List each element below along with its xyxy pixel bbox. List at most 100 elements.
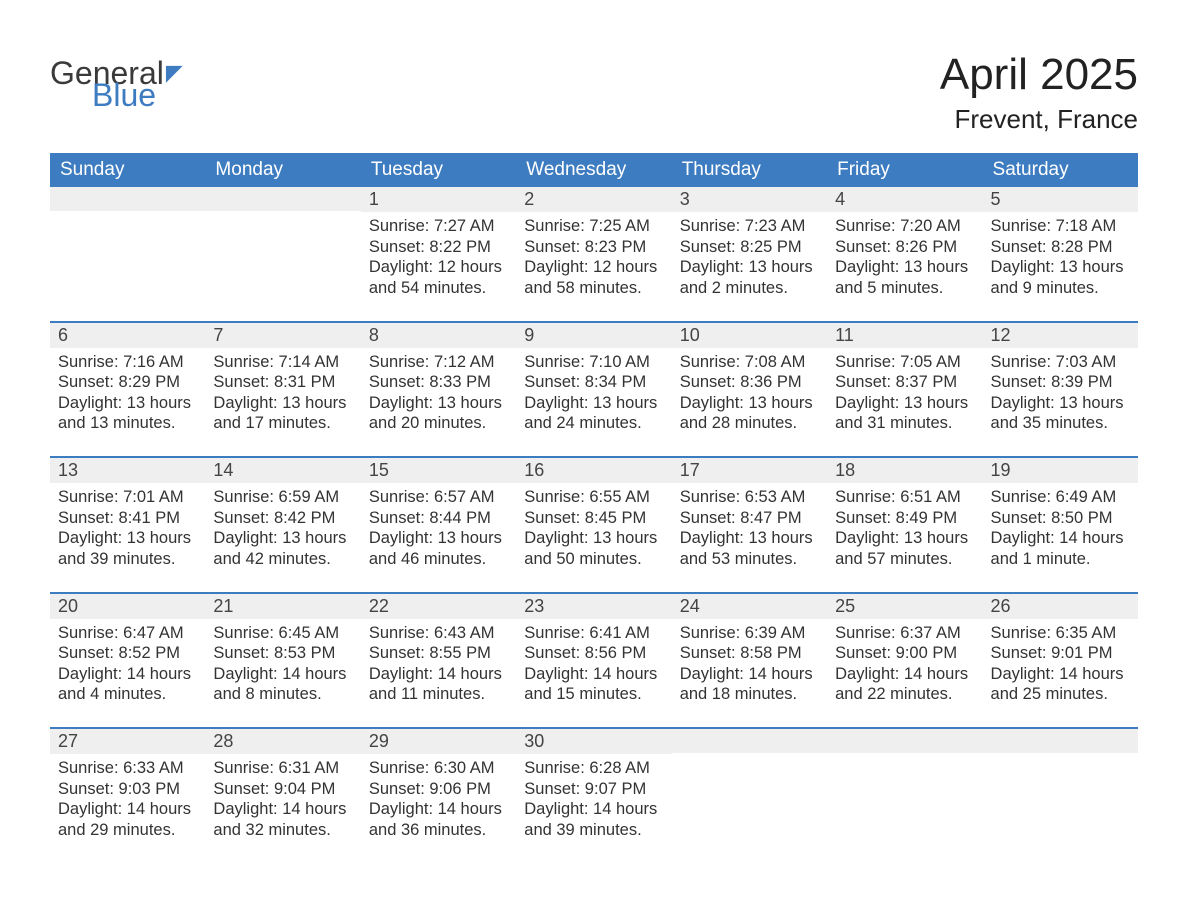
calendar-week-row: 6 Sunrise: 7:16 AMSunset: 8:29 PM Daylight… (50, 322, 1138, 458)
day-details: Sunrise: 7:14 AMSunset: 8:31 PMDaylight:… (205, 348, 360, 457)
sunset-text: Sunset: 8:36 PM (680, 372, 819, 393)
sunset-text: Sunset: 8:39 PM (991, 372, 1130, 393)
sunrise-text: Sunrise: 6:35 AM (991, 623, 1130, 644)
sunrise-text: Sunrise: 6:49 AM (991, 487, 1130, 508)
calendar-day-cell: 8Sunrise: 7:12 AMSunset: 8:33 PMDaylight… (361, 322, 516, 458)
day-number: 23 (516, 594, 671, 619)
sunset-text: Sunset: 9:00 PM (835, 643, 974, 664)
day-number (50, 187, 205, 211)
sunset-text: Sunset: 8:29 PM (58, 372, 197, 393)
sunset-text: Sunset: 8:28 PM (991, 237, 1130, 258)
sunrise-text: Sunrise: 7:14 AM (213, 352, 352, 373)
day-number: 6 (50, 323, 205, 348)
title-block: April 2025 Frevent, France (940, 40, 1138, 141)
calendar-day-cell: 6Sunrise: 7:16 AMSunset: 8:29 PMDaylight… (50, 322, 205, 458)
sunrise-text: Sunrise: 7:25 AM (524, 216, 663, 237)
weekday-header: Sunday (50, 153, 205, 187)
sunset-text: Sunset: 8:26 PM (835, 237, 974, 258)
sunrise-text: Sunrise: 6:41 AM (524, 623, 663, 644)
sunset-text: Sunset: 9:03 PM (58, 779, 197, 800)
sunset-text: Sunset: 8:25 PM (680, 237, 819, 258)
sunrise-text: Sunrise: 6:33 AM (58, 758, 197, 779)
calendar-day-cell: 24Sunrise: 6:39 AMSunset: 8:58 PMDayligh… (672, 593, 827, 729)
day-details: Sunrise: 6:43 AMSunset: 8:55 PMDaylight:… (361, 619, 516, 728)
day-details (827, 753, 982, 853)
daylight-text: Daylight: 13 hours and 5 minutes. (835, 257, 974, 298)
sunset-text: Sunset: 8:42 PM (213, 508, 352, 529)
sunset-text: Sunset: 8:55 PM (369, 643, 508, 664)
sunset-text: Sunset: 8:50 PM (991, 508, 1130, 529)
sunrise-text: Sunrise: 6:45 AM (213, 623, 352, 644)
day-number (827, 729, 982, 753)
daylight-text: Daylight: 12 hours and 54 minutes. (369, 257, 508, 298)
day-details: Sunrise: 6:39 AMSunset: 8:58 PMDaylight:… (672, 619, 827, 728)
daylight-text: Daylight: 14 hours and 1 minute. (991, 528, 1130, 569)
calendar-week-row: 20Sunrise: 6:47 AMSunset: 8:52 PMDayligh… (50, 593, 1138, 729)
day-details: Sunrise: 7:01 AMSunset: 8:41 PMDaylight:… (50, 483, 205, 592)
calendar-day-cell (983, 728, 1138, 863)
day-number: 27 (50, 729, 205, 754)
daylight-text: Daylight: 13 hours and 50 minutes. (524, 528, 663, 569)
sunrise-text: Sunrise: 6:28 AM (524, 758, 663, 779)
day-details: Sunrise: 7:08 AMSunset: 8:36 PMDaylight:… (672, 348, 827, 457)
day-details (672, 753, 827, 853)
daylight-text: Daylight: 13 hours and 28 minutes. (680, 393, 819, 434)
day-number: 29 (361, 729, 516, 754)
day-details: Sunrise: 6:57 AMSunset: 8:44 PMDaylight:… (361, 483, 516, 592)
calendar-day-cell: 3Sunrise: 7:23 AMSunset: 8:25 PMDaylight… (672, 187, 827, 322)
daylight-text: Daylight: 14 hours and 39 minutes. (524, 799, 663, 840)
day-details: Sunrise: 7:05 AMSunset: 8:37 PMDaylight:… (827, 348, 982, 457)
sunrise-text: Sunrise: 7:16 AM (58, 352, 197, 373)
sunrise-text: Sunrise: 7:18 AM (991, 216, 1130, 237)
weekday-header: Wednesday (516, 153, 671, 187)
day-number: 30 (516, 729, 671, 754)
calendar-day-cell (50, 187, 205, 322)
daylight-text: Daylight: 13 hours and 57 minutes. (835, 528, 974, 569)
sunset-text: Sunset: 9:06 PM (369, 779, 508, 800)
day-number: 5 (983, 187, 1138, 212)
sunset-text: Sunset: 8:45 PM (524, 508, 663, 529)
weekday-header: Saturday (983, 153, 1138, 187)
calendar-day-cell: 1Sunrise: 7:27 AMSunset: 8:22 PMDaylight… (361, 187, 516, 322)
calendar-page: General◤ Blue April 2025 Frevent, France… (0, 0, 1188, 913)
day-number: 25 (827, 594, 982, 619)
daylight-text: Daylight: 13 hours and 2 minutes. (680, 257, 819, 298)
sunset-text: Sunset: 8:31 PM (213, 372, 352, 393)
sunset-text: Sunset: 8:37 PM (835, 372, 974, 393)
day-number (983, 729, 1138, 753)
weekday-header-row: Sunday Monday Tuesday Wednesday Thursday… (50, 153, 1138, 187)
sunrise-text: Sunrise: 7:27 AM (369, 216, 508, 237)
day-number: 28 (205, 729, 360, 754)
day-number: 22 (361, 594, 516, 619)
sunset-text: Sunset: 8:23 PM (524, 237, 663, 258)
sunset-text: Sunset: 8:22 PM (369, 237, 508, 258)
sunset-text: Sunset: 8:49 PM (835, 508, 974, 529)
daylight-text: Daylight: 13 hours and 53 minutes. (680, 528, 819, 569)
calendar-day-cell: 11Sunrise: 7:05 AMSunset: 8:37 PMDayligh… (827, 322, 982, 458)
daylight-text: Daylight: 13 hours and 9 minutes. (991, 257, 1130, 298)
calendar-day-cell: 5Sunrise: 7:18 AMSunset: 8:28 PMDaylight… (983, 187, 1138, 322)
sunset-text: Sunset: 8:58 PM (680, 643, 819, 664)
day-details: Sunrise: 6:35 AMSunset: 9:01 PMDaylight:… (983, 619, 1138, 728)
day-number: 9 (516, 323, 671, 348)
calendar-day-cell: 15Sunrise: 6:57 AMSunset: 8:44 PMDayligh… (361, 457, 516, 593)
day-details: Sunrise: 6:28 AMSunset: 9:07 PMDaylight:… (516, 754, 671, 863)
day-details: Sunrise: 7:20 AMSunset: 8:26 PMDaylight:… (827, 212, 982, 321)
sunrise-text: Sunrise: 7:12 AM (369, 352, 508, 373)
calendar-day-cell: 25Sunrise: 6:37 AMSunset: 9:00 PMDayligh… (827, 593, 982, 729)
calendar-day-cell (827, 728, 982, 863)
calendar-day-cell: 26Sunrise: 6:35 AMSunset: 9:01 PMDayligh… (983, 593, 1138, 729)
day-details (50, 211, 205, 311)
weekday-header: Tuesday (361, 153, 516, 187)
day-number: 3 (672, 187, 827, 212)
day-number: 24 (672, 594, 827, 619)
daylight-text: Daylight: 13 hours and 31 minutes. (835, 393, 974, 434)
day-details: Sunrise: 6:33 AMSunset: 9:03 PMDaylight:… (50, 754, 205, 863)
day-details: Sunrise: 6:41 AMSunset: 8:56 PMDaylight:… (516, 619, 671, 728)
sunset-text: Sunset: 9:07 PM (524, 779, 663, 800)
calendar-day-cell (672, 728, 827, 863)
sunrise-text: Sunrise: 7:08 AM (680, 352, 819, 373)
day-details: Sunrise: 7:18 AMSunset: 8:28 PMDaylight:… (983, 212, 1138, 321)
calendar-day-cell: 30Sunrise: 6:28 AMSunset: 9:07 PMDayligh… (516, 728, 671, 863)
calendar-week-row: 1Sunrise: 7:27 AMSunset: 8:22 PMDaylight… (50, 187, 1138, 322)
